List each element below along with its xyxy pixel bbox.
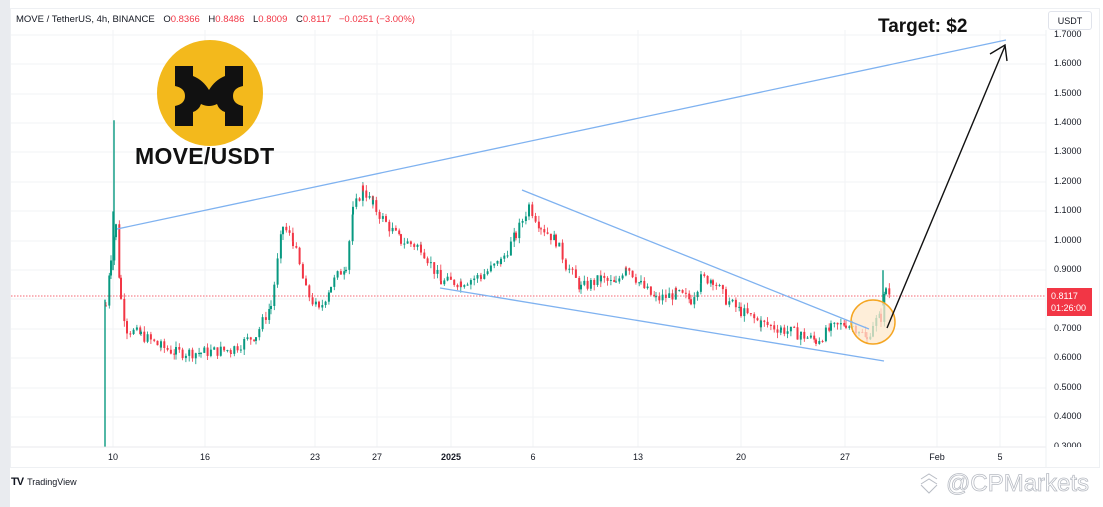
time-tick: 27 [839, 452, 851, 462]
tradingview-brand[interactable]: TV TradingView [11, 476, 77, 488]
time-tick: 27 [371, 452, 383, 462]
move-logo-icon [175, 66, 243, 126]
left-toolbar-strip [0, 0, 10, 507]
last-price-value: 0.8117 [1051, 291, 1078, 301]
low-value: 0.8009 [258, 14, 288, 25]
watermark: @CPMarkets [918, 470, 1089, 498]
open-value: 0.8366 [170, 14, 200, 25]
price-tick: 0.7000 [1054, 323, 1082, 333]
time-tick: Feb [929, 452, 945, 462]
diamond-chevrons-icon [920, 473, 938, 494]
target-label: Target: $2 [878, 16, 968, 37]
chart-frame [10, 8, 1100, 468]
symbol-title: MOVE / TetherUS, 4h, BINANCE [16, 14, 155, 25]
close-value: 0.8117 [302, 14, 332, 25]
currency-selector-button[interactable]: USDT [1048, 11, 1092, 30]
wedge-top-trendline[interactable] [521, 189, 870, 330]
price-tick: 0.5000 [1054, 382, 1082, 392]
bar-countdown: 01:26:00 [1051, 303, 1087, 313]
symbol-legend: MOVE / TetherUS, 4h, BINANCE O0.8366 H0.… [16, 14, 415, 25]
price-tick: 0.9000 [1054, 264, 1082, 274]
time-tick: 20 [735, 452, 747, 462]
time-tick: 5 [997, 452, 1003, 462]
move-coin-logo [157, 40, 263, 146]
price-tick: 1.1000 [1054, 205, 1082, 215]
last-price-tag: 0.8117 01:26:00 [1047, 288, 1092, 316]
price-tick: 1.2000 [1054, 176, 1082, 186]
time-tick: 23 [309, 452, 321, 462]
upper-resistance-trendline[interactable] [116, 39, 1007, 230]
time-tick: 10 [107, 452, 119, 462]
high-value: 0.8486 [215, 14, 245, 25]
tradingview-logo-icon: TV [11, 476, 24, 488]
price-tick: 0.6000 [1054, 352, 1082, 362]
grid-vertical [112, 30, 1001, 447]
change-value: −0.0251 (−3.00%) [338, 14, 415, 25]
watermark-text: @CPMarkets [946, 470, 1090, 498]
price-tick: 1.5000 [1054, 88, 1082, 98]
breakout-highlight-circle [850, 299, 896, 345]
time-tick: 16 [199, 452, 211, 462]
price-tick: 0.4000 [1054, 411, 1082, 421]
time-tick: 13 [632, 452, 644, 462]
price-tick: 1.0000 [1054, 235, 1082, 245]
time-tick: 6 [530, 452, 536, 462]
price-tick: 1.7000 [1054, 29, 1082, 39]
price-tick: 1.6000 [1054, 58, 1082, 68]
price-tick: 1.4000 [1054, 117, 1082, 127]
wedge-bottom-trendline[interactable] [439, 287, 885, 362]
price-tick: 0.3000 [1054, 441, 1082, 447]
target-arrow[interactable] [886, 43, 1008, 329]
price-tick: 1.3000 [1054, 146, 1082, 156]
time-tick-year: 2025 [440, 452, 462, 462]
tradingview-label: TradingView [27, 477, 77, 487]
coin-pair-title: MOVE/USDT [135, 143, 275, 169]
